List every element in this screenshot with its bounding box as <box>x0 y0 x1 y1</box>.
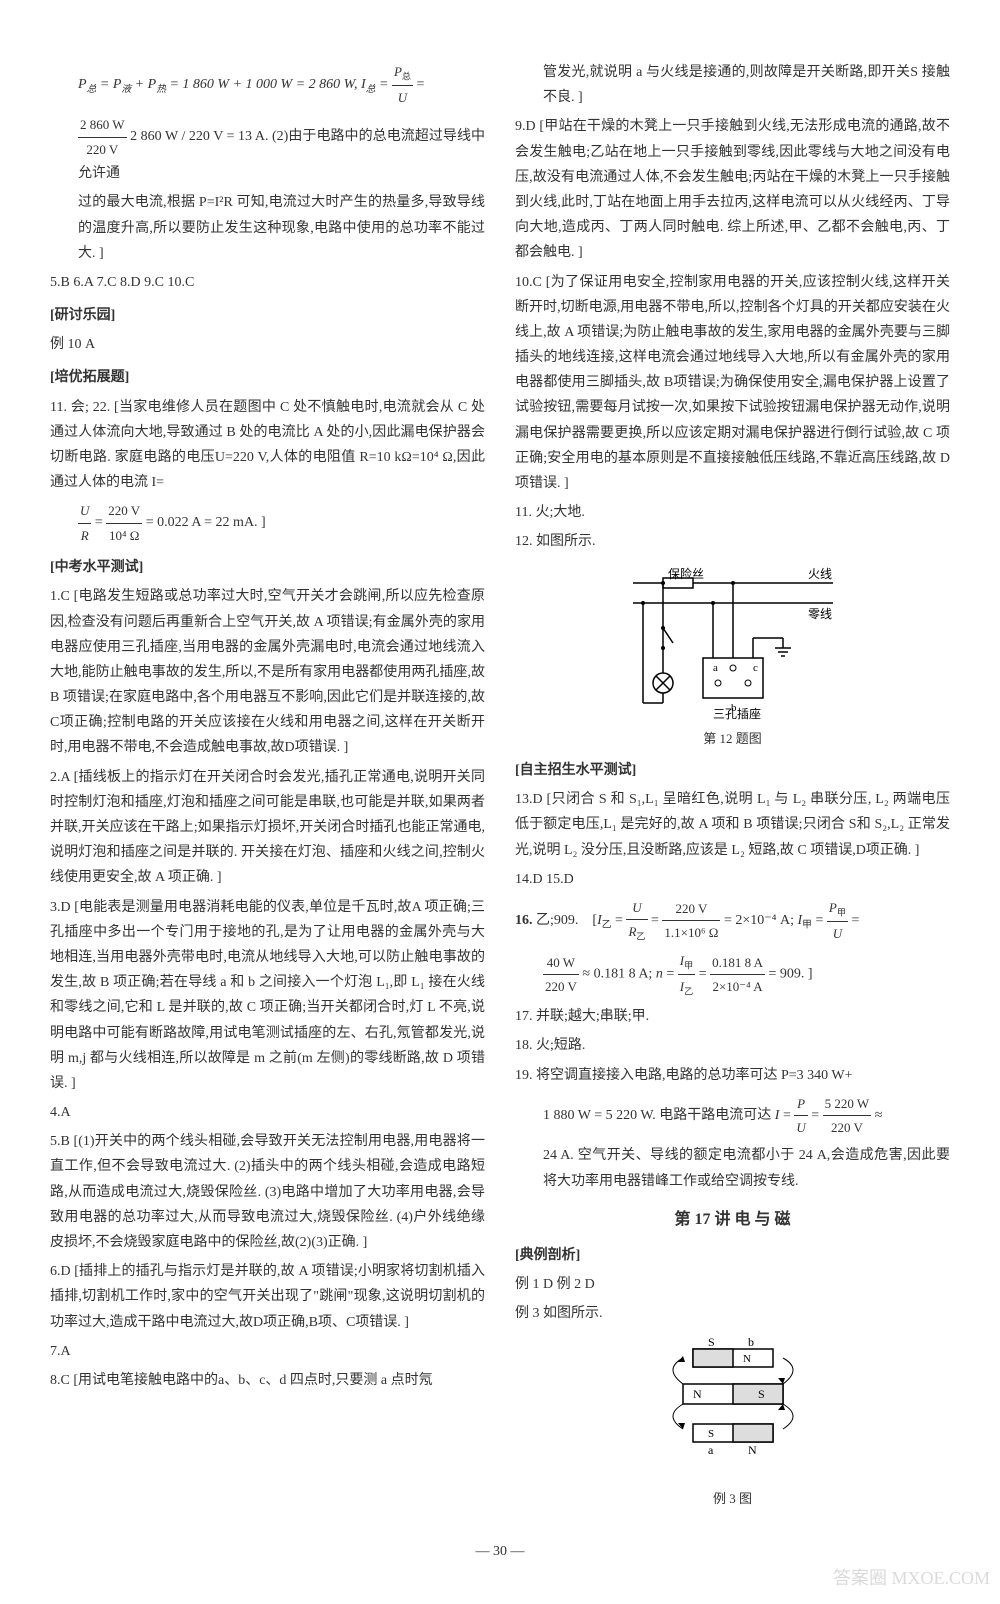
question-11: 11. 会; 22. [当家电维修人员在题图中 C 处不慎触电时,电流就会从 C… <box>50 395 485 496</box>
section-expand: [培优拓展题] <box>50 365 485 390</box>
magnet-N: N <box>693 1387 702 1401</box>
q11-formula: UR = 220 V10⁴ Ω = 0.022 A = 22 mA. ] <box>50 499 485 547</box>
section-research: [研讨乐园] <box>50 303 485 328</box>
right-column: 管发光,就说明 a 与火线是接通的,则故障是开关断路,即开关S 接触不良. ] … <box>515 60 950 1519</box>
section-zizhu: [自主招生水平测试] <box>515 758 950 783</box>
live-label: 火线 <box>808 567 832 581</box>
question-4: 4.A <box>50 1100 485 1125</box>
question-10: 10.C [为了保证用电安全,控制家用电器的开关,应该控制火线,这样开关断开时,… <box>515 270 950 497</box>
question-8: 8.C [用试电笔接触电路中的a、b、c、d 四点时,只要测 a 点时氖 <box>50 1368 485 1393</box>
magnet-a-label: a <box>708 1443 714 1457</box>
question-6: 6.D [插排上的插孔与指示灯是并联的,故 A 项错误;小明家将切割机插入插排,… <box>50 1259 485 1335</box>
neutral-label: 零线 <box>808 607 832 621</box>
two-column-layout: P总 = P液 + P热 = 1 860 W + 1 000 W = 2 860… <box>50 60 950 1519</box>
label-a: a <box>713 662 718 674</box>
question-11-right: 11. 火;大地. <box>515 500 950 525</box>
magnet-svg: S b N N S <box>633 1334 833 1474</box>
circuit-diagram-12: 保险丝 火线 零线 <box>515 563 950 750</box>
question-1: 1.C [电路发生短路或总功率过大时,空气开关才会跳闸,所以应先检查原因,检查没… <box>50 584 485 760</box>
svg-text:S: S <box>708 1428 714 1440</box>
question-19-cont: 1 880 W = 5 220 W. 电路干路电流可达 I = PU = 5 2… <box>515 1092 950 1140</box>
question-7: 7.A <box>50 1339 485 1364</box>
question-19: 19. 将空调直接接入电路,电路的总功率可达 P=3 340 W+ <box>515 1063 950 1088</box>
q11-text: 11. 会; 22. [当家电维修人员在题图中 C 处不慎触电时,电流就会从 C… <box>50 400 485 491</box>
diagram-12-caption: 第 12 题图 <box>515 727 950 750</box>
question-16: 16. 乙;909. [I乙 = UR乙 = 220 V1.1×10⁶ Ω = … <box>515 896 950 945</box>
question-13: 13.D [只闭合 S 和 S₁,L₁ 呈暗红色,说明 L₁ 与 L₂ 串联分压… <box>515 787 950 863</box>
magnet-caption: 例 3 图 <box>515 1487 950 1510</box>
question-2: 2.A [插线板上的指示灯在开关闭合时会发光,插孔正常通电,说明开关同时控制灯泡… <box>50 765 485 891</box>
magnet-S: S <box>758 1387 765 1401</box>
question-5: 5.B [(1)开关中的两个线头相碰,会导致开关无法控制用电器,用电器将一直工作… <box>50 1129 485 1255</box>
svg-text:N: N <box>743 1353 751 1365</box>
section-dianli: [典例剖析] <box>515 1243 950 1268</box>
label-c: c <box>753 662 758 674</box>
text-content: 2 860 W / 220 V = 13 A. (2)由于电路中的总电流超过导线… <box>78 129 485 181</box>
question-18: 18. 火;短路. <box>515 1033 950 1058</box>
section-zhongkao: [中考水平测试] <box>50 555 485 580</box>
example-10: 例 10 A <box>50 332 485 357</box>
magnet-diagram: S b N N S <box>515 1334 950 1511</box>
question-14-15: 14.D 15.D <box>515 867 950 892</box>
examples-1-2: 例 1 D 例 2 D <box>515 1272 950 1297</box>
magnet-b-label: b <box>748 1335 754 1349</box>
question-19-end: 24 A. 空气开关、导线的额定电流都小于 24 A,会造成危害,因此要将大功率… <box>515 1143 950 1193</box>
continuation-p1: 管发光,就说明 a 与火线是接通的,则故障是开关断路,即开关S 接触不良. ] <box>515 60 950 110</box>
page-num-value: 30 <box>493 1544 507 1559</box>
left-column: P总 = P液 + P热 = 1 860 W + 1 000 W = 2 860… <box>50 60 485 1519</box>
question-16-cont: 40 W220 V ≈ 0.181 8 A; n = I甲I乙 = 0.181 … <box>515 949 950 1000</box>
answers-5-to-10: 5.B 6.A 7.C 8.D 9.C 10.C <box>50 270 485 295</box>
q19-intro: 19. 将空调直接接入电路,电路的总功率可达 P=3 340 W+ <box>515 1068 853 1083</box>
example-3: 例 3 如图所示. <box>515 1301 950 1326</box>
question-3: 3.D [电能表是测量用电器消耗电能的仪表,单位是千瓦时,故A 项正确;三孔插座… <box>50 895 485 1097</box>
question-12: 12. 如图所示. <box>515 529 950 554</box>
chapter-17-title: 第 17 讲 电 与 磁 <box>515 1206 950 1235</box>
page-number: — 30 — <box>50 1539 950 1564</box>
socket-label: 三孔插座 <box>713 706 761 721</box>
paragraph-3: 过的最大电流,根据 P=I²R 可知,电流过大时产生的热量多,导致导线的温度升高… <box>50 190 485 266</box>
question-9: 9.D [甲站在干燥的木凳上一只手接触到火线,无法形成电流的通路,故不会发生触电… <box>515 114 950 265</box>
svg-text:S: S <box>708 1335 715 1349</box>
circuit-svg: 保险丝 火线 零线 <box>613 563 853 723</box>
formula-line-1: P总 = P液 + P热 = 1 860 W + 1 000 W = 2 860… <box>50 60 485 109</box>
question-17: 17. 并联;越大;串联;甲. <box>515 1004 950 1029</box>
svg-text:N: N <box>748 1443 757 1457</box>
formula-line-2: 2 860 W220 V 2 860 W / 220 V = 13 A. (2)… <box>50 113 485 186</box>
watermark: 答案圈 MXOE.COM <box>833 1562 990 1594</box>
